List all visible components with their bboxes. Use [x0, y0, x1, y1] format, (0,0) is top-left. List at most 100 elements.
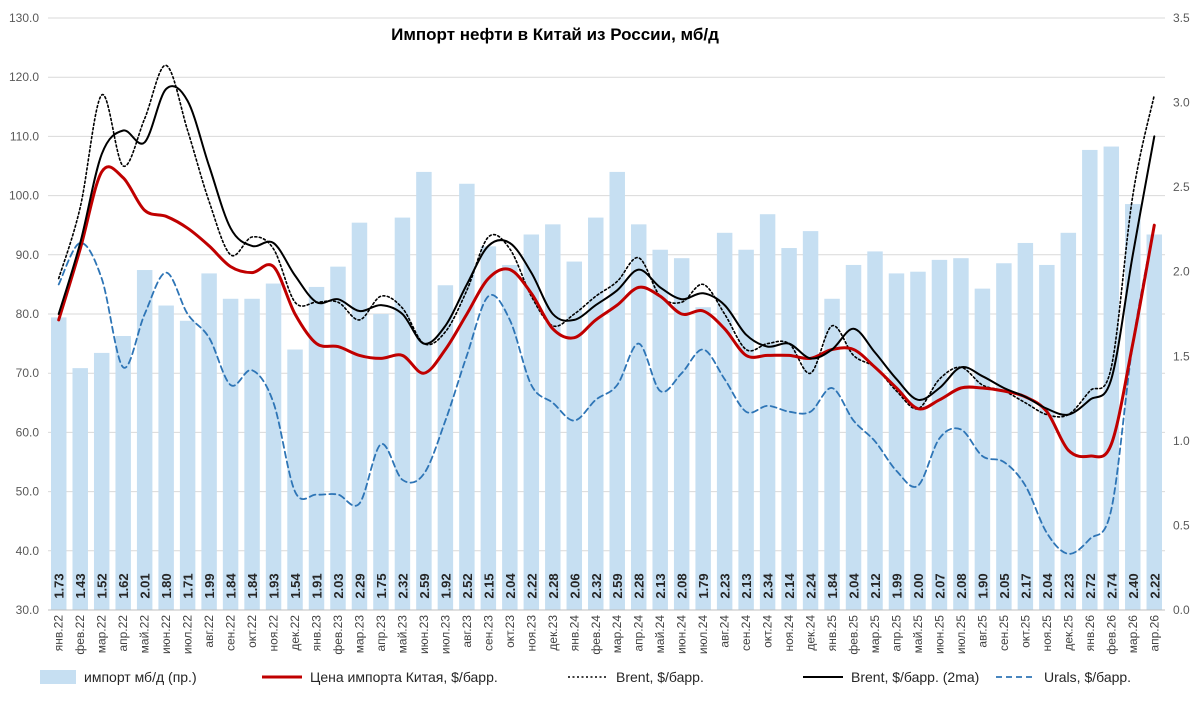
chart-title: Импорт нефти в Китай из России, мб/д — [391, 25, 719, 44]
legend-label: Urals, $/барр. — [1044, 669, 1131, 685]
y-left-tick-label: 60.0 — [16, 425, 40, 439]
legend-item: Цена импорта Китая, $/барр. — [262, 669, 498, 685]
y-right-tick-label: 1.0 — [1173, 434, 1190, 448]
import-bar — [1146, 234, 1162, 610]
import-bar — [673, 258, 690, 610]
import-bar — [1082, 149, 1098, 610]
bar-data-label: 2.34 — [761, 573, 776, 599]
bar-data-label: 2.28 — [632, 573, 647, 598]
x-tick-label: мар.25 — [868, 615, 882, 654]
x-tick-label: сен.22 — [224, 615, 238, 651]
x-tick-label: ноя.24 — [782, 615, 796, 652]
bar-data-label: 2.12 — [868, 573, 883, 598]
import-bar — [437, 285, 454, 610]
bar-data-label: 2.14 — [782, 573, 797, 599]
import-bar — [974, 288, 991, 610]
legend: импорт мб/д (пр.) Цена импорта Китая, $/б… — [40, 669, 1131, 685]
x-tick-label: июл.23 — [438, 615, 452, 654]
bar-data-label: 2.17 — [1018, 573, 1033, 598]
x-tick-label: дек.25 — [1061, 615, 1075, 651]
bar-data-label: 2.15 — [481, 573, 496, 598]
import-bar — [244, 298, 260, 610]
x-tick-label: май.22 — [138, 615, 152, 654]
import-bar — [888, 273, 905, 610]
import-bar — [716, 232, 733, 610]
x-tick-label: июн.25 — [932, 615, 946, 654]
bar-data-label: 1.91 — [310, 573, 325, 598]
y-left-tick-label: 100.0 — [9, 189, 39, 203]
import-bar — [115, 335, 131, 610]
bar-data-label: 2.29 — [352, 573, 367, 598]
line-urals-барр — [57, 224, 1156, 555]
bar-data-label: 2.04 — [503, 573, 518, 599]
y-left-tick-label: 80.0 — [16, 307, 40, 321]
bar-data-label: 2.24 — [804, 573, 819, 599]
x-tick-label: июл.24 — [696, 615, 710, 654]
legend-label: Brent, $/барр. — [616, 669, 704, 685]
bar-data-label: 2.22 — [1147, 573, 1162, 598]
y-right-tick-label: 0.5 — [1173, 518, 1190, 532]
bar-data-label: 2.00 — [911, 573, 926, 598]
import-bar — [51, 317, 67, 610]
x-tick-label: июл.25 — [954, 615, 968, 654]
bar-data-label: 2.03 — [331, 573, 346, 598]
import-bar — [523, 234, 540, 610]
x-tick-label: мар.23 — [352, 615, 366, 654]
import-bar — [738, 249, 754, 610]
import-bar — [652, 249, 668, 610]
bar-data-label: 1.92 — [438, 573, 453, 598]
bar-data-label: 1.75 — [374, 573, 389, 598]
y-left-tick-label: 130.0 — [9, 11, 39, 25]
import-bar — [1017, 242, 1034, 610]
bar-data-label: 2.13 — [739, 573, 754, 598]
bar-data-label: 2.01 — [138, 573, 153, 598]
x-tick-label: янв.25 — [825, 615, 839, 652]
x-axis: янв.22 фев.22 мар.22 апр.22 май.22 июн.22 июл.… — [48, 609, 1165, 655]
x-tick-label: фев.24 — [589, 615, 603, 655]
x-tick-label: янв.26 — [1083, 615, 1097, 652]
bar-data-label: 1.52 — [95, 573, 110, 598]
bar-data-label: 2.59 — [610, 573, 625, 598]
x-tick-label: апр.26 — [1147, 615, 1161, 652]
y-right-tick-label: 0.0 — [1173, 603, 1190, 617]
x-tick-label: июн.22 — [159, 615, 173, 654]
x-tick-label: фев.26 — [1104, 615, 1118, 655]
bar-data-label: 2.59 — [417, 573, 432, 598]
y-right-tick-label: 2.5 — [1173, 180, 1190, 194]
import-bar — [781, 248, 797, 610]
x-tick-label: май.23 — [395, 615, 409, 654]
legend-label: Цена импорта Китая, $/барр. — [310, 669, 498, 685]
import-bar — [72, 368, 88, 610]
x-tick-label: июн.23 — [417, 615, 431, 654]
bar-data-label: 1.84 — [245, 573, 260, 599]
bar-data-label: 2.07 — [932, 573, 947, 598]
y-left-tick-label: 70.0 — [16, 366, 40, 380]
x-tick-label: мар.24 — [610, 615, 624, 654]
bar-data-label: 2.22 — [524, 573, 539, 598]
import-bar — [459, 183, 475, 610]
bar-data-label: 1.80 — [159, 573, 174, 598]
x-tick-label: янв.24 — [567, 615, 581, 652]
bar-data-label: 2.32 — [589, 573, 604, 598]
import-bar — [93, 352, 110, 610]
y-left-tick-label: 110.0 — [10, 129, 39, 143]
bar-data-label: 2.40 — [1126, 573, 1141, 598]
x-tick-label: мар.26 — [1126, 615, 1140, 654]
bar-data-label: 1.62 — [116, 573, 131, 598]
legend-label: Brent, $/барр. (2ma) — [851, 669, 979, 685]
bar-data-label: 2.08 — [675, 573, 690, 598]
import-bar — [910, 271, 926, 610]
legend-label: импорт мб/д (пр.) — [84, 669, 197, 685]
bar-data-label: 2.52 — [460, 573, 475, 598]
x-tick-label: окт.25 — [1018, 615, 1032, 648]
import-bar — [545, 224, 561, 610]
x-tick-label: ноя.23 — [524, 615, 538, 652]
legend-item: Brent, $/барр. — [568, 669, 704, 685]
line-brent-барр — [57, 64, 1156, 418]
x-tick-label: ноя.22 — [267, 615, 281, 652]
x-tick-label: сен.25 — [997, 615, 1011, 651]
import-bar — [695, 307, 711, 610]
x-tick-label: апр.23 — [374, 615, 388, 652]
import-bar — [502, 264, 518, 610]
